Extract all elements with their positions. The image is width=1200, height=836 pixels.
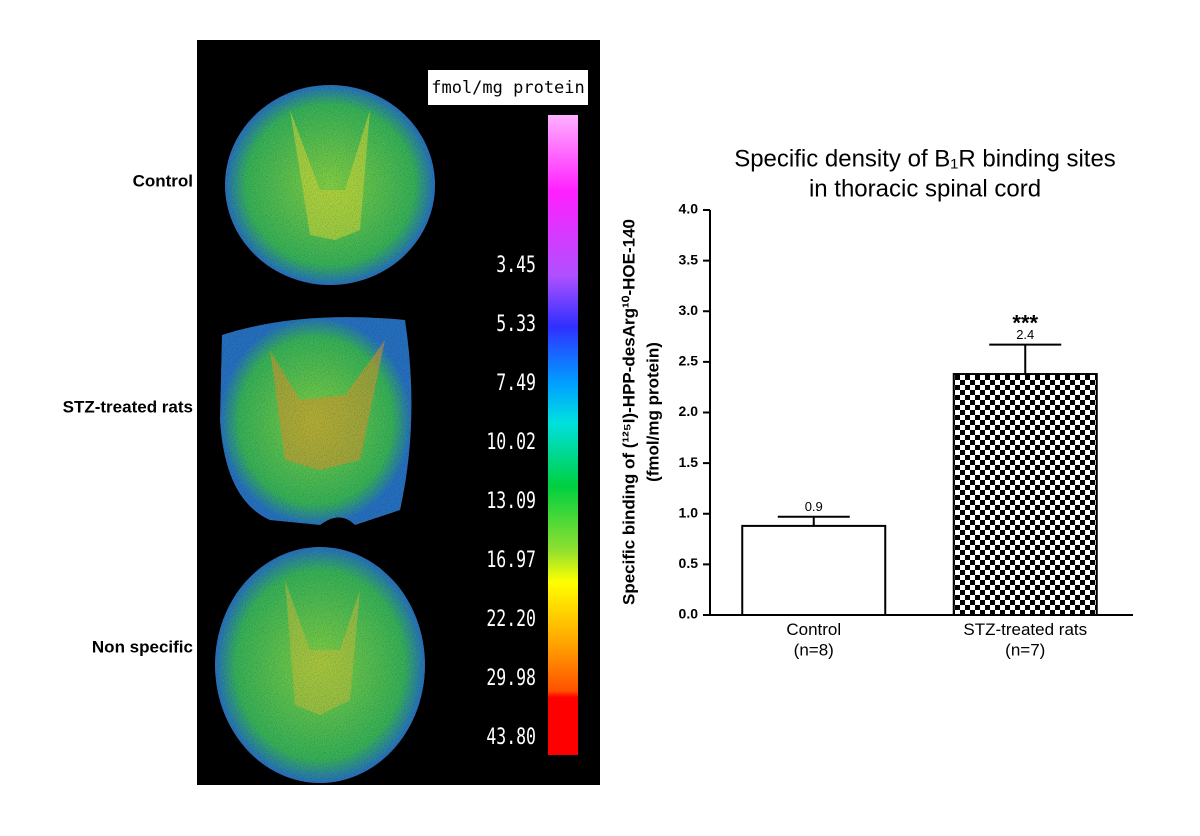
y-tick-label: 3.0 — [679, 302, 699, 318]
y-tick-label: 2.0 — [679, 403, 699, 419]
y-axis-label: Specific binding of (¹²⁵I)-HPP-desArg¹⁰-… — [619, 219, 638, 605]
y-tick-label: 0.0 — [679, 606, 699, 622]
x-tick-label: STZ-treated rats (n=7) — [963, 620, 1087, 659]
bar-chart: Specific density of B₁R binding sites in … — [619, 145, 1133, 660]
chart-title: in thoracic spinal cord — [809, 175, 1041, 202]
scale-label: 7.49 — [496, 370, 536, 396]
row-label: Control — [133, 171, 193, 190]
y-tick-label: 4.0 — [679, 201, 699, 217]
y-tick-label: 0.5 — [679, 555, 699, 571]
bar — [741, 524, 887, 617]
x-tick-label: Control (n=8) — [786, 620, 841, 659]
scale-label: 13.09 — [486, 488, 536, 514]
scale-label: 22.20 — [486, 606, 536, 632]
scale-label: 5.33 — [496, 311, 536, 337]
row-label: Non specific — [92, 637, 193, 656]
scale-title: fmol/mg protein — [431, 78, 585, 98]
row-label: STZ-treated rats — [63, 397, 193, 416]
scale-label: 43.80 — [486, 724, 536, 750]
chart-title: Specific density of B₁R binding sites — [734, 145, 1116, 172]
scale-label: 29.98 — [486, 665, 536, 691]
tissue-sections — [215, 85, 435, 783]
scale-label: 10.02 — [486, 429, 536, 455]
color-scale — [548, 115, 578, 755]
bar — [952, 373, 1098, 616]
significance: *** — [1012, 310, 1038, 335]
y-tick-label: 1.0 — [679, 504, 699, 520]
scale-label: 3.45 — [496, 252, 536, 278]
y-axis-label: (fmol/mg protein) — [643, 342, 662, 482]
value-label: 0.9 — [805, 499, 823, 514]
autoradiograph: fmol/mg protein — [197, 40, 600, 785]
scale-title-box — [428, 70, 588, 105]
value-label: 2.4 — [1016, 327, 1034, 342]
y-tick-label: 1.5 — [679, 454, 699, 470]
y-tick-label: 3.5 — [679, 251, 699, 267]
scale-label: 16.97 — [486, 547, 536, 573]
y-tick-label: 2.5 — [679, 353, 699, 369]
